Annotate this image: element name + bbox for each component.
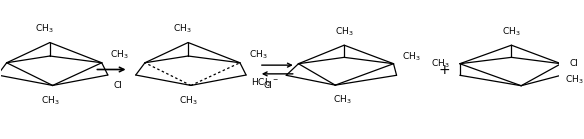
Text: CH$_3$: CH$_3$ [40,94,59,107]
Text: CH$_3$: CH$_3$ [110,49,129,61]
Text: +: + [439,63,450,76]
Text: Cl: Cl [264,81,273,90]
Text: CH$_3$: CH$_3$ [333,94,352,106]
Text: CH$_3$: CH$_3$ [179,94,197,107]
Text: HCl$_2$$^-$: HCl$_2$$^-$ [251,76,279,89]
Text: CH$_3$: CH$_3$ [402,50,421,63]
Text: CH$_3$: CH$_3$ [335,25,353,38]
Text: CH$_3$: CH$_3$ [430,57,449,70]
Text: CH$_3$: CH$_3$ [502,25,521,38]
Text: CH$_3$: CH$_3$ [35,23,54,35]
Text: CH$_3$: CH$_3$ [173,23,192,35]
Text: CH$_3$: CH$_3$ [249,49,267,61]
Text: Cl: Cl [569,59,579,68]
Text: CH$_3$: CH$_3$ [565,73,584,86]
Text: Cl: Cl [113,81,122,90]
